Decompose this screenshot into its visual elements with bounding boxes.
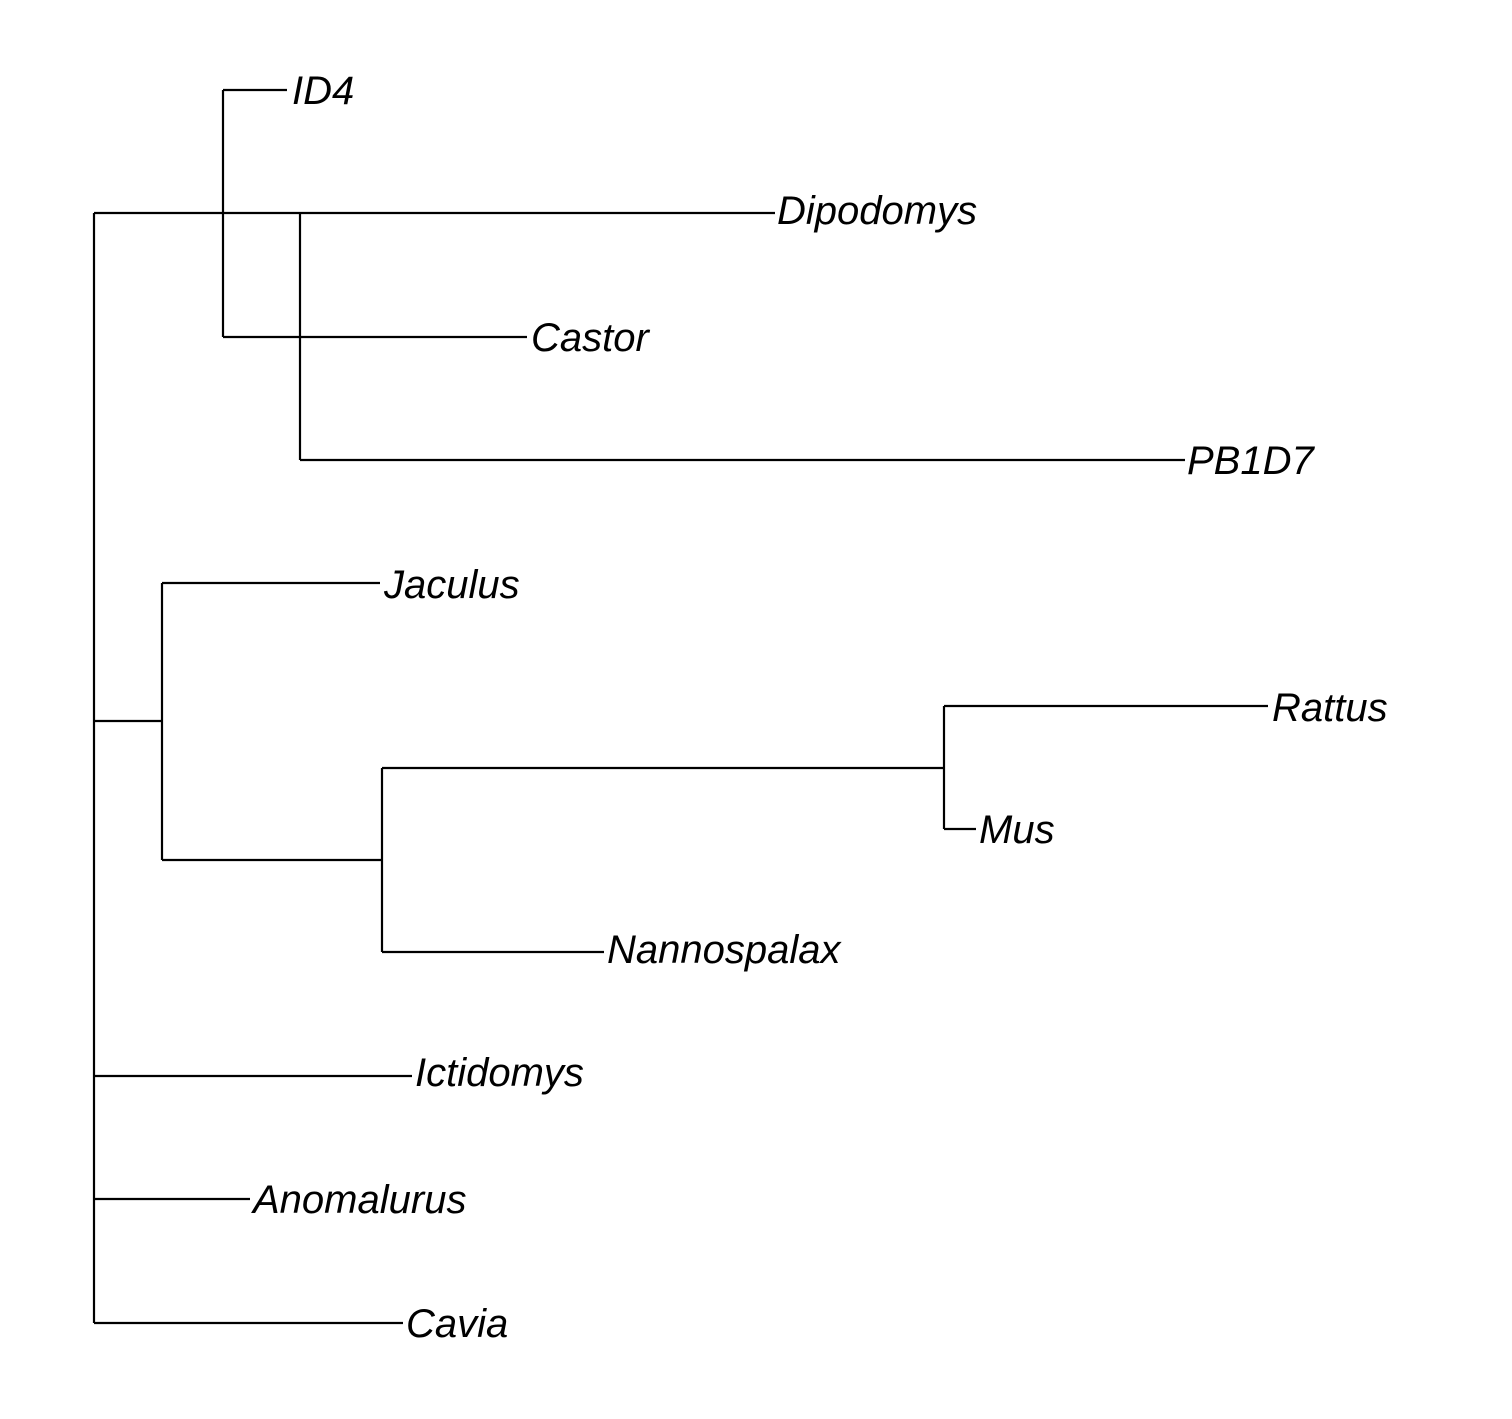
tip-label-ictidomys: Ictidomys bbox=[415, 1051, 584, 1095]
tip-label-nannospalax: Nannospalax bbox=[607, 928, 842, 972]
tip-labels: ID4 Dipodomys Castor PB1D7 Jaculus Rattu… bbox=[251, 69, 1388, 1346]
tip-label-pb1d7: PB1D7 bbox=[1187, 439, 1315, 483]
tree-branches bbox=[92, 88, 1268, 1325]
tip-label-cavia: Cavia bbox=[406, 1302, 508, 1346]
tip-label-jaculus: Jaculus bbox=[383, 563, 520, 607]
tip-label-mus: Mus bbox=[979, 808, 1055, 852]
tip-label-rattus: Rattus bbox=[1272, 686, 1388, 730]
tip-label-id4: ID4 bbox=[292, 69, 354, 113]
tip-label-castor: Castor bbox=[531, 316, 650, 360]
tip-label-anomalurus: Anomalurus bbox=[251, 1178, 466, 1222]
tip-label-dipodomys: Dipodomys bbox=[777, 189, 977, 233]
